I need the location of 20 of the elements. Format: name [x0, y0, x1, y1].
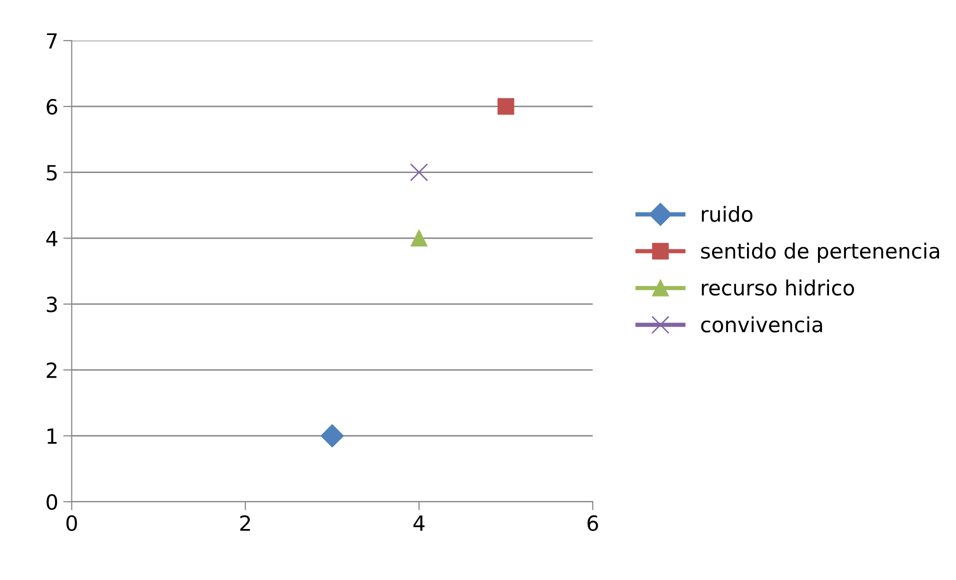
y-tick-label: 4: [46, 230, 58, 246]
y-tick-label: 5: [46, 165, 57, 181]
y-tick-label: 6: [46, 98, 58, 115]
legend-label: recurso hidrico: [702, 279, 854, 296]
y-tick-label: 3: [46, 296, 57, 312]
point: [320, 424, 344, 448]
y-tick-label: 1: [48, 428, 57, 444]
x-tick-label: 6: [588, 515, 598, 532]
x-tick-label: 4: [413, 516, 425, 531]
point: [410, 163, 428, 182]
y-tick-label: 2: [46, 362, 56, 378]
x-tick-label: 0: [66, 515, 77, 532]
y-tick-label: 7: [46, 33, 57, 49]
y-tick-label: 0: [46, 494, 58, 510]
legend-label: sentido de pertenencia: [701, 242, 940, 263]
x-tick-label: 2: [240, 515, 250, 531]
legend-label: convivencia: [701, 316, 822, 332]
point: [410, 230, 428, 247]
legend-label: ruido: [702, 206, 752, 222]
point: [498, 98, 514, 115]
